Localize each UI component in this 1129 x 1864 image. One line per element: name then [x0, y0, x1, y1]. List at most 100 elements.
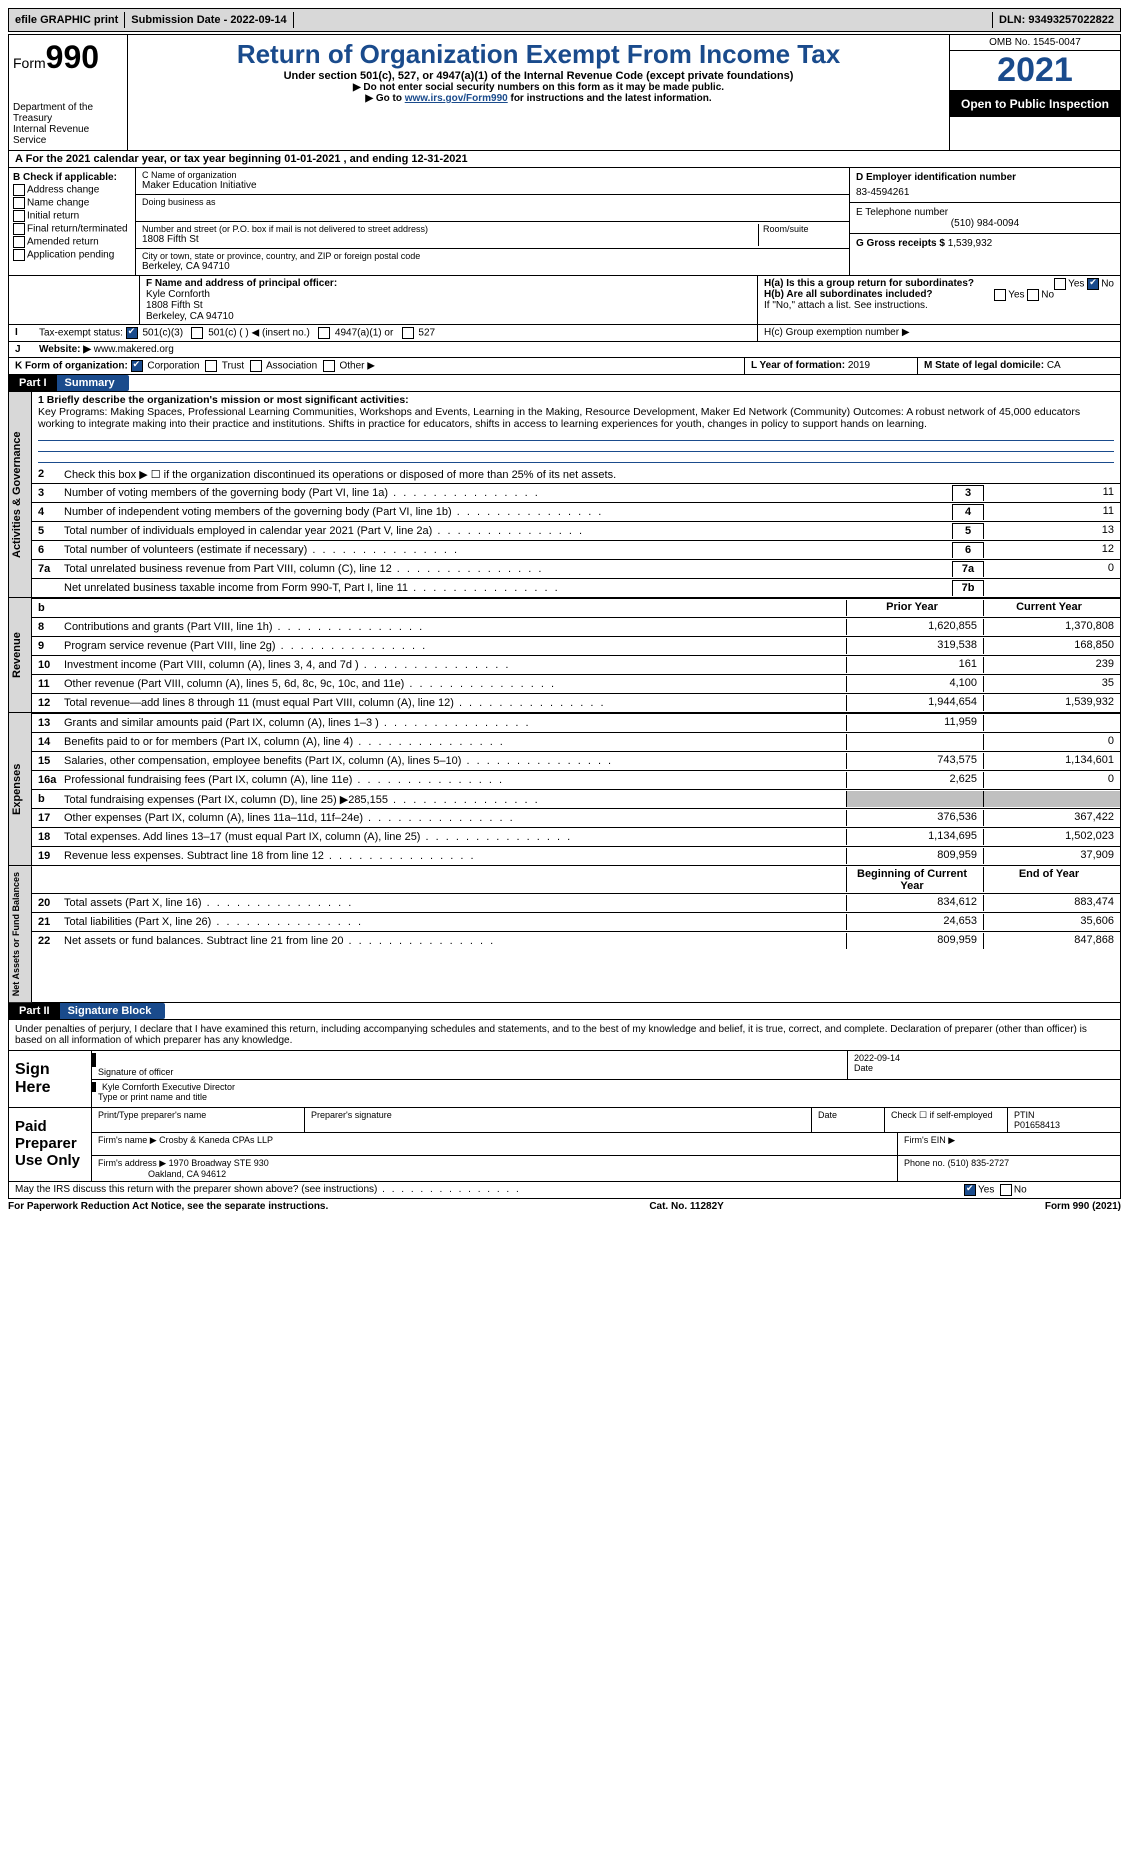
- sig-name: Kyle Cornforth Executive Director: [92, 1082, 1114, 1092]
- data-line: 16aProfessional fundraising fees (Part I…: [32, 770, 1120, 789]
- data-line: 11Other revenue (Part VIII, column (A), …: [32, 674, 1120, 693]
- cb-address[interactable]: Address change: [13, 184, 131, 196]
- omb-number: OMB No. 1545-0047: [950, 35, 1120, 51]
- gov-line: Net unrelated business taxable income fr…: [32, 578, 1120, 597]
- cb-final[interactable]: Final return/terminated: [13, 223, 131, 235]
- gov-line: 4Number of independent voting members of…: [32, 502, 1120, 521]
- dln-label: DLN: 93493257022822: [992, 12, 1120, 28]
- firm-ein-label: Firm's EIN ▶: [898, 1133, 1120, 1155]
- firm-addr2: Oakland, CA 94612: [148, 1169, 226, 1179]
- irs-link[interactable]: www.irs.gov/Form990: [405, 93, 508, 104]
- gov-line: 3Number of voting members of the governi…: [32, 483, 1120, 502]
- ha-label: H(a) Is this a group return for subordin…: [764, 278, 974, 289]
- hb-label: H(b) Are all subordinates included?: [764, 289, 933, 300]
- form-org-label: K Form of organization:: [15, 361, 128, 372]
- state-domicile: CA: [1047, 360, 1061, 371]
- hc-label: H(c) Group exemption number ▶: [758, 325, 1120, 341]
- part2-header: Part II Signature Block: [8, 1003, 1121, 1020]
- data-line: 18Total expenses. Add lines 13–17 (must …: [32, 827, 1120, 846]
- firm-addr1: 1970 Broadway STE 930: [169, 1158, 269, 1168]
- col-prior-year: Prior Year: [846, 600, 983, 616]
- street-label: Number and street (or P.O. box if mail i…: [142, 224, 758, 234]
- data-line: 21Total liabilities (Part X, line 26)24,…: [32, 912, 1120, 931]
- cb-self-employed[interactable]: Check ☐ if self-employed: [885, 1108, 1008, 1132]
- cb-pending[interactable]: Application pending: [13, 249, 131, 261]
- cb-501c3[interactable]: [126, 327, 138, 339]
- vtab-netassets: Net Assets or Fund Balances: [9, 866, 32, 1002]
- vtab-revenue: Revenue: [9, 598, 32, 712]
- data-line: 8Contributions and grants (Part VIII, li…: [32, 617, 1120, 636]
- section-a: A For the 2021 calendar year, or tax yea…: [8, 151, 1121, 168]
- website-label: Website: ▶: [39, 344, 91, 355]
- vtab-governance: Activities & Governance: [9, 392, 32, 597]
- officer-street: 1808 Fifth St: [146, 300, 751, 311]
- data-line: 22Net assets or fund balances. Subtract …: [32, 931, 1120, 950]
- phone-label: E Telephone number: [856, 207, 1114, 218]
- efile-label: efile GRAPHIC print: [9, 12, 125, 28]
- form-title: Return of Organization Exempt From Incom…: [132, 39, 945, 70]
- year-formation: 2019: [848, 360, 870, 371]
- topbar: efile GRAPHIC print Submission Date - 20…: [8, 8, 1121, 32]
- paid-preparer: Paid Preparer Use Only: [9, 1108, 91, 1181]
- ptin-value: P01658413: [1014, 1120, 1060, 1130]
- sig-date: 2022-09-14: [854, 1053, 1114, 1063]
- gov-line: 6Total number of volunteers (estimate if…: [32, 540, 1120, 559]
- data-line: 20Total assets (Part X, line 16)834,6128…: [32, 893, 1120, 912]
- tax-year: 2021: [950, 51, 1120, 91]
- gross-value: 1,539,932: [948, 238, 993, 249]
- ein-value: 83-4594261: [856, 187, 1114, 198]
- col-end-year: End of Year: [983, 867, 1120, 892]
- cb-name[interactable]: Name change: [13, 197, 131, 209]
- cb-amended[interactable]: Amended return: [13, 236, 131, 248]
- discuss-label: May the IRS discuss this return with the…: [9, 1182, 958, 1198]
- officer-group-row: F Name and address of principal officer:…: [8, 276, 1121, 325]
- data-line: 14Benefits paid to or for members (Part …: [32, 732, 1120, 751]
- gov-line: 7aTotal unrelated business revenue from …: [32, 559, 1120, 578]
- firm-name: Crosby & Kaneda CPAs LLP: [159, 1135, 273, 1145]
- part1-header: Part I Summary: [8, 375, 1121, 392]
- tax-status-label: Tax-exempt status:: [39, 328, 123, 339]
- entity-info: B Check if applicable: Address change Na…: [8, 168, 1121, 276]
- data-line: 15Salaries, other compensation, employee…: [32, 751, 1120, 770]
- data-line: 17Other expenses (Part IX, column (A), l…: [32, 808, 1120, 827]
- website-value: www.makered.org: [94, 344, 174, 355]
- vtab-expenses: Expenses: [9, 713, 32, 865]
- open-public: Open to Public Inspection: [950, 91, 1120, 117]
- officer-name: Kyle Cornforth: [146, 289, 751, 300]
- mission-text: Key Programs: Making Spaces, Professiona…: [38, 406, 1080, 430]
- irs-label: Internal Revenue Service: [13, 124, 123, 146]
- dba-label: Doing business as: [142, 197, 843, 207]
- city: Berkeley, CA 94710: [142, 261, 843, 272]
- phone-value: (510) 984-0094: [856, 218, 1114, 229]
- col-begin-year: Beginning of Current Year: [846, 867, 983, 892]
- data-line: bTotal fundraising expenses (Part IX, co…: [32, 789, 1120, 808]
- gross-label: G Gross receipts $: [856, 238, 945, 249]
- prep-name-label: Print/Type preparer's name: [92, 1108, 305, 1132]
- firm-phone: (510) 835-2727: [948, 1158, 1010, 1168]
- data-line: 9Program service revenue (Part VIII, lin…: [32, 636, 1120, 655]
- hb-note: If "No," attach a list. See instructions…: [764, 300, 1114, 311]
- footer-catno: Cat. No. 11282Y: [649, 1201, 723, 1212]
- form-prefix: Form: [13, 55, 46, 71]
- col-current-year: Current Year: [983, 600, 1120, 616]
- cb-initial[interactable]: Initial return: [13, 210, 131, 222]
- name-label: C Name of organization: [142, 170, 843, 180]
- officer-city: Berkeley, CA 94710: [146, 311, 751, 322]
- footer-notice: For Paperwork Reduction Act Notice, see …: [8, 1201, 328, 1212]
- form-subtitle: Under section 501(c), 527, or 4947(a)(1)…: [132, 70, 945, 82]
- footer-form: Form 990 (2021): [1045, 1201, 1121, 1212]
- dept-label: Department of the Treasury: [13, 102, 123, 124]
- perjury-text: Under penalties of perjury, I declare th…: [8, 1020, 1121, 1051]
- submission-date: Submission Date - 2022-09-14: [125, 12, 293, 28]
- city-label: City or town, state or province, country…: [142, 251, 843, 261]
- gov-line: 5Total number of individuals employed in…: [32, 521, 1120, 540]
- data-line: 13Grants and similar amounts paid (Part …: [32, 713, 1120, 732]
- sign-here: Sign Here: [9, 1051, 91, 1107]
- box-b-title: B Check if applicable:: [13, 172, 131, 183]
- suite-label: Room/suite: [763, 224, 843, 234]
- data-line: 19Revenue less expenses. Subtract line 1…: [32, 846, 1120, 865]
- line-2: Check this box ▶ ☐ if the organization d…: [64, 468, 1120, 481]
- org-name: Maker Education Initiative: [142, 180, 843, 191]
- officer-label: F Name and address of principal officer:: [146, 278, 751, 289]
- form-header: Form990 Department of the Treasury Inter…: [8, 34, 1121, 151]
